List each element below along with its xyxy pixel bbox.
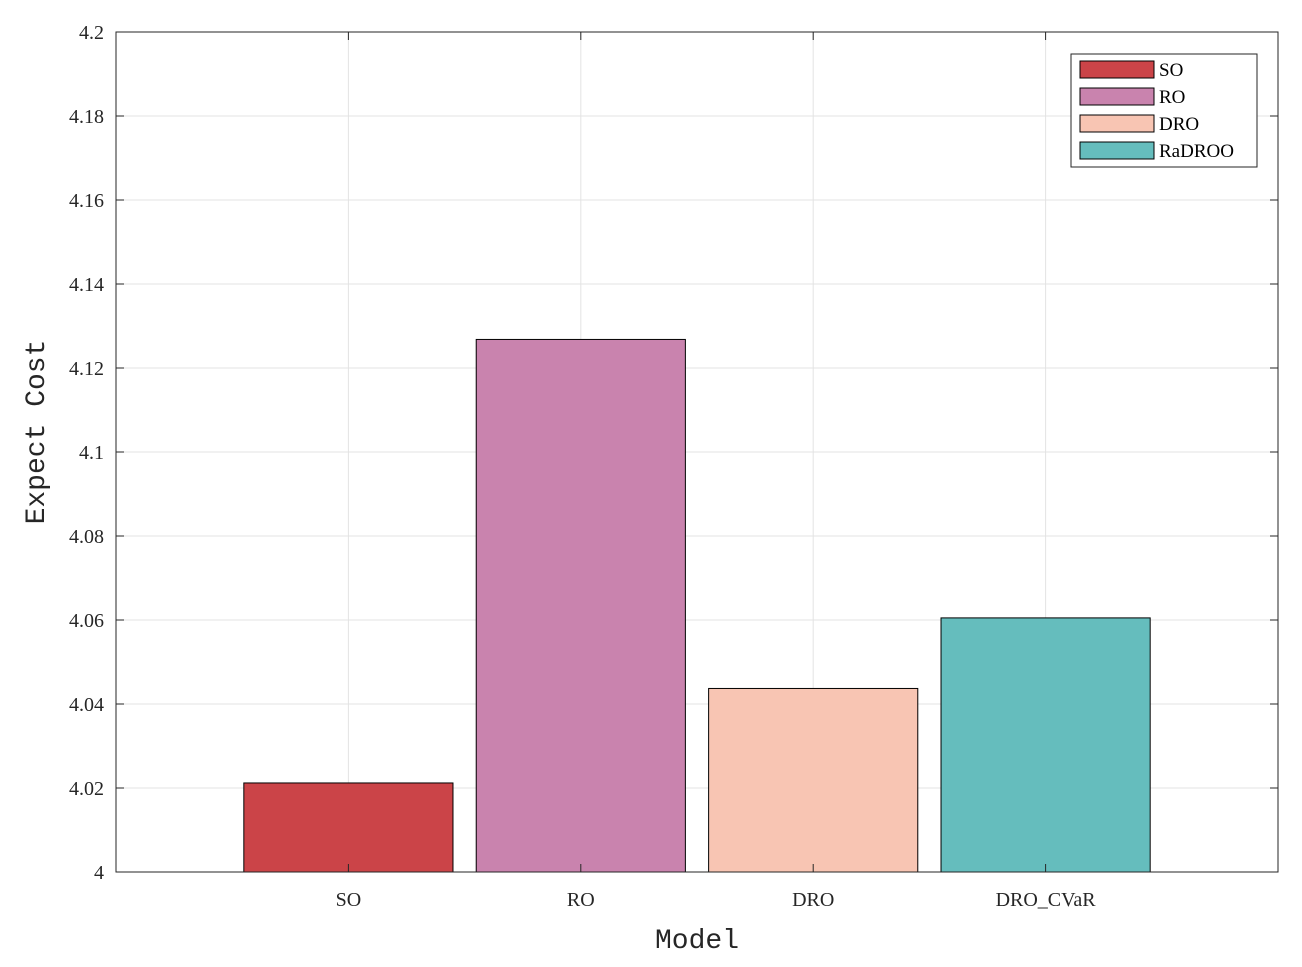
axis-ticks: SO RO DRO DRO_CVaR 4 4.02 4.04 4.06 4.08 4.1 4.12 4… <box>69 22 1278 911</box>
bars <box>243 338 1151 873</box>
legend-label: SO <box>1159 60 1183 81</box>
bar-dro-cvar <box>940 617 1151 873</box>
x-axis-title: Model <box>655 926 739 957</box>
y-tick-label: 4.14 <box>69 274 104 296</box>
legend-swatch <box>1079 141 1155 160</box>
legend-swatch <box>1079 60 1155 79</box>
y-tick-label: 4 <box>94 862 104 884</box>
y-tick-label: 4.06 <box>69 610 104 632</box>
x-tick-label: RO <box>567 889 595 911</box>
y-tick-label: 4.02 <box>69 778 104 800</box>
y-tick-label: 4.12 <box>69 358 104 380</box>
y-tick-label: 4.16 <box>69 190 104 212</box>
y-tick-label: 4.2 <box>79 22 104 44</box>
x-tick-label: DRO_CVaR <box>996 889 1097 911</box>
legend: SO RO DRO RaDROO <box>1070 53 1258 168</box>
bar-dro <box>708 687 919 873</box>
legend-label: RaDROO <box>1159 141 1234 162</box>
legend-label: DRO <box>1159 114 1199 135</box>
legend-swatch <box>1079 87 1155 106</box>
y-tick-label: 4.04 <box>69 694 104 716</box>
y-axis-title: Expect Cost <box>22 340 53 525</box>
y-tick-label: 4.1 <box>79 442 104 464</box>
y-tick-label: 4.18 <box>69 106 104 128</box>
x-tick-label: DRO <box>792 889 834 911</box>
legend-swatch <box>1079 114 1155 133</box>
bar-ro <box>475 338 686 873</box>
y-tick-label: 4.08 <box>69 526 104 548</box>
legend-label: RO <box>1159 87 1185 108</box>
x-tick-label: SO <box>336 889 362 911</box>
bar-so <box>243 782 454 873</box>
